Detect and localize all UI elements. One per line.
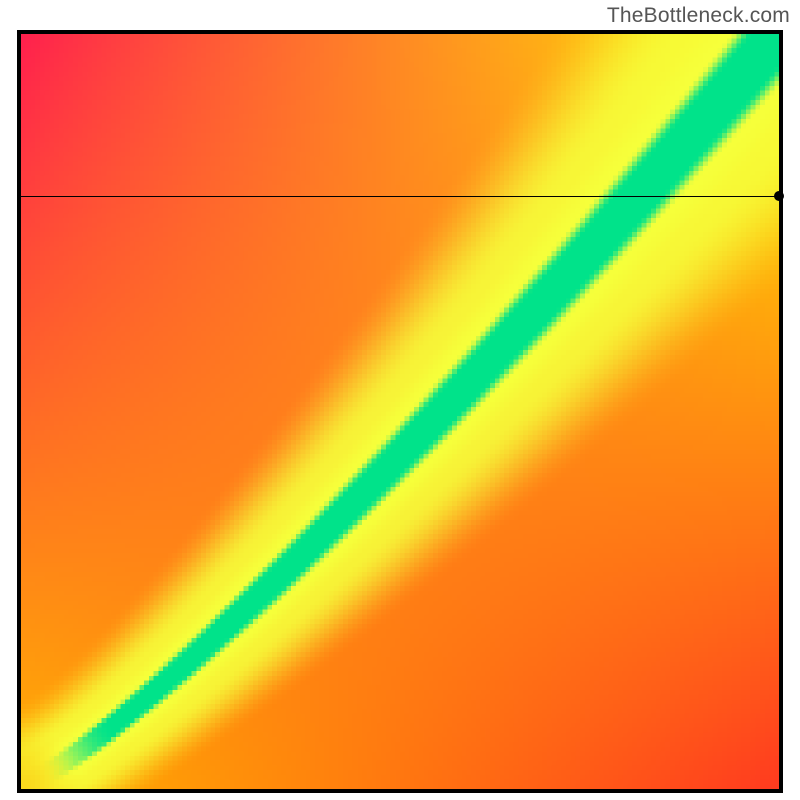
watermark-text: TheBottleneck.com <box>607 4 790 28</box>
marker-point <box>774 191 784 201</box>
threshold-line <box>21 196 779 197</box>
plot-border <box>17 30 783 793</box>
